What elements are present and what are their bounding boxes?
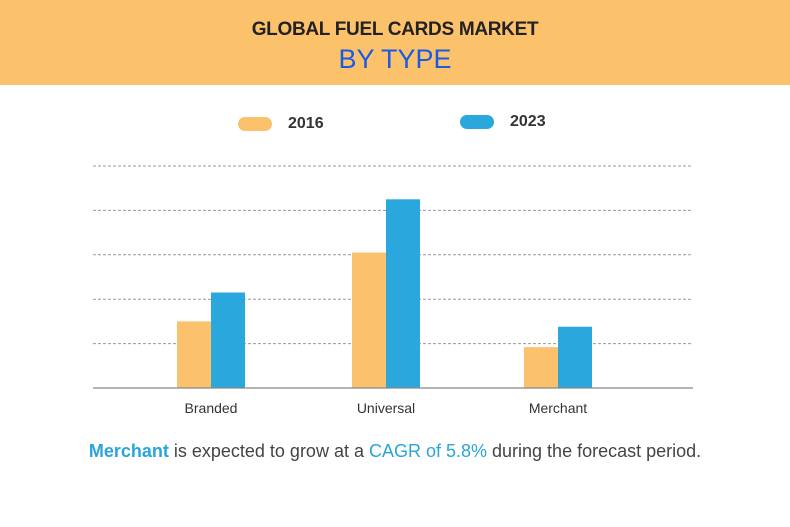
legend-swatch-2016 (238, 117, 272, 131)
annotation-segment-end: during the forecast period. (487, 441, 702, 461)
annotation-segment-text: is expected to grow at a (168, 441, 369, 461)
legend-item-2023: 2023 (460, 113, 546, 131)
legend-label-2023: 2023 (510, 113, 546, 130)
chart-subtitle: BY TYPE (338, 44, 452, 74)
bar-branded-2023 (211, 292, 245, 388)
chart-title: GLOBAL FUEL CARDS MARKET (251, 19, 539, 40)
bar-universal-2016 (352, 252, 386, 388)
cagr-annotation: Merchant is expected to grow at a CAGR o… (0, 441, 790, 462)
x-tick-label-merchant: Merchant (529, 400, 587, 416)
header-banner: GLOBAL FUEL CARDS MARKET BY TYPE (0, 0, 790, 85)
annotation-segment-merchant: Merchant (88, 441, 169, 461)
legend-item-2016: 2016 (238, 115, 324, 133)
bar-merchant-2023 (558, 326, 592, 388)
bar-universal-2023 (386, 199, 420, 388)
x-tick-label-universal: Universal (357, 400, 415, 416)
x-tick-label-branded: Branded (185, 400, 238, 416)
bar-branded-2016 (177, 321, 211, 388)
legend-label-2016: 2016 (288, 115, 324, 132)
bar-merchant-2016 (524, 347, 558, 388)
annotation-segment-cagr: CAGR of 5.8% (368, 441, 488, 461)
legend-swatch-2023 (460, 115, 494, 129)
